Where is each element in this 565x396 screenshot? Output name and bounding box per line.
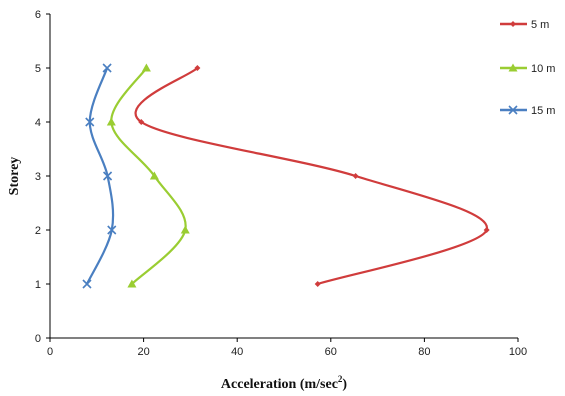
y-ticks: 0 1 2 3 4 5 6 (35, 9, 50, 345)
series-1 (106, 63, 190, 288)
series-2 (82, 63, 117, 289)
y-axis-title: Storey (7, 157, 22, 196)
x-axis-title-superscript: 2 (338, 374, 343, 384)
x-axis-title-suffix: ) (342, 377, 347, 392)
legend-marker (508, 63, 518, 72)
legend-item: 15 m (500, 105, 555, 117)
y-tick-label: 0 (35, 333, 41, 345)
data-point (107, 225, 117, 235)
legend-marker (510, 21, 516, 27)
series-layer (82, 63, 490, 289)
data-point (314, 281, 321, 287)
legend-label: 5 m (531, 19, 549, 31)
series-0 (134, 65, 490, 287)
legend-item: 10 m (500, 63, 555, 75)
data-point (102, 171, 113, 181)
x-tick-label: 0 (47, 346, 53, 358)
series-line (110, 67, 187, 285)
legend-item: 5 m (500, 19, 549, 31)
x-tick-label: 60 (325, 346, 337, 358)
y-tick-label: 6 (35, 9, 41, 21)
legend: 5 m 10 m 15 m (500, 19, 555, 117)
data-point (180, 225, 190, 234)
y-tick-label: 4 (35, 117, 41, 129)
data-point (106, 117, 116, 126)
x-tick-label: 80 (418, 346, 430, 358)
x-axis-title: Acceleration (m/sec2) (221, 374, 348, 392)
axes (49, 14, 518, 339)
data-point (102, 63, 112, 73)
data-point (138, 119, 145, 125)
x-axis-title-main: Acceleration (m/sec (221, 377, 338, 392)
x-tick-label: 20 (137, 346, 149, 358)
y-tick-label: 1 (35, 279, 41, 291)
x-tick-label: 100 (509, 346, 527, 358)
data-point (85, 117, 95, 127)
data-point (127, 279, 137, 288)
series-line (134, 67, 488, 286)
y-tick-label: 3 (35, 171, 41, 183)
legend-marker (508, 105, 518, 115)
data-point (352, 173, 359, 179)
y-tick-label: 2 (35, 225, 41, 237)
series-line (85, 67, 115, 285)
legend-label: 10 m (531, 63, 555, 75)
data-point (82, 279, 92, 289)
data-point (194, 65, 201, 71)
x-tick-label: 40 (231, 346, 243, 358)
data-point (483, 227, 490, 233)
data-point (141, 63, 151, 72)
y-tick-label: 5 (35, 63, 41, 75)
x-ticks: 0 20 40 60 80 100 (47, 338, 527, 358)
legend-label: 15 m (531, 105, 555, 117)
data-point (149, 171, 159, 180)
